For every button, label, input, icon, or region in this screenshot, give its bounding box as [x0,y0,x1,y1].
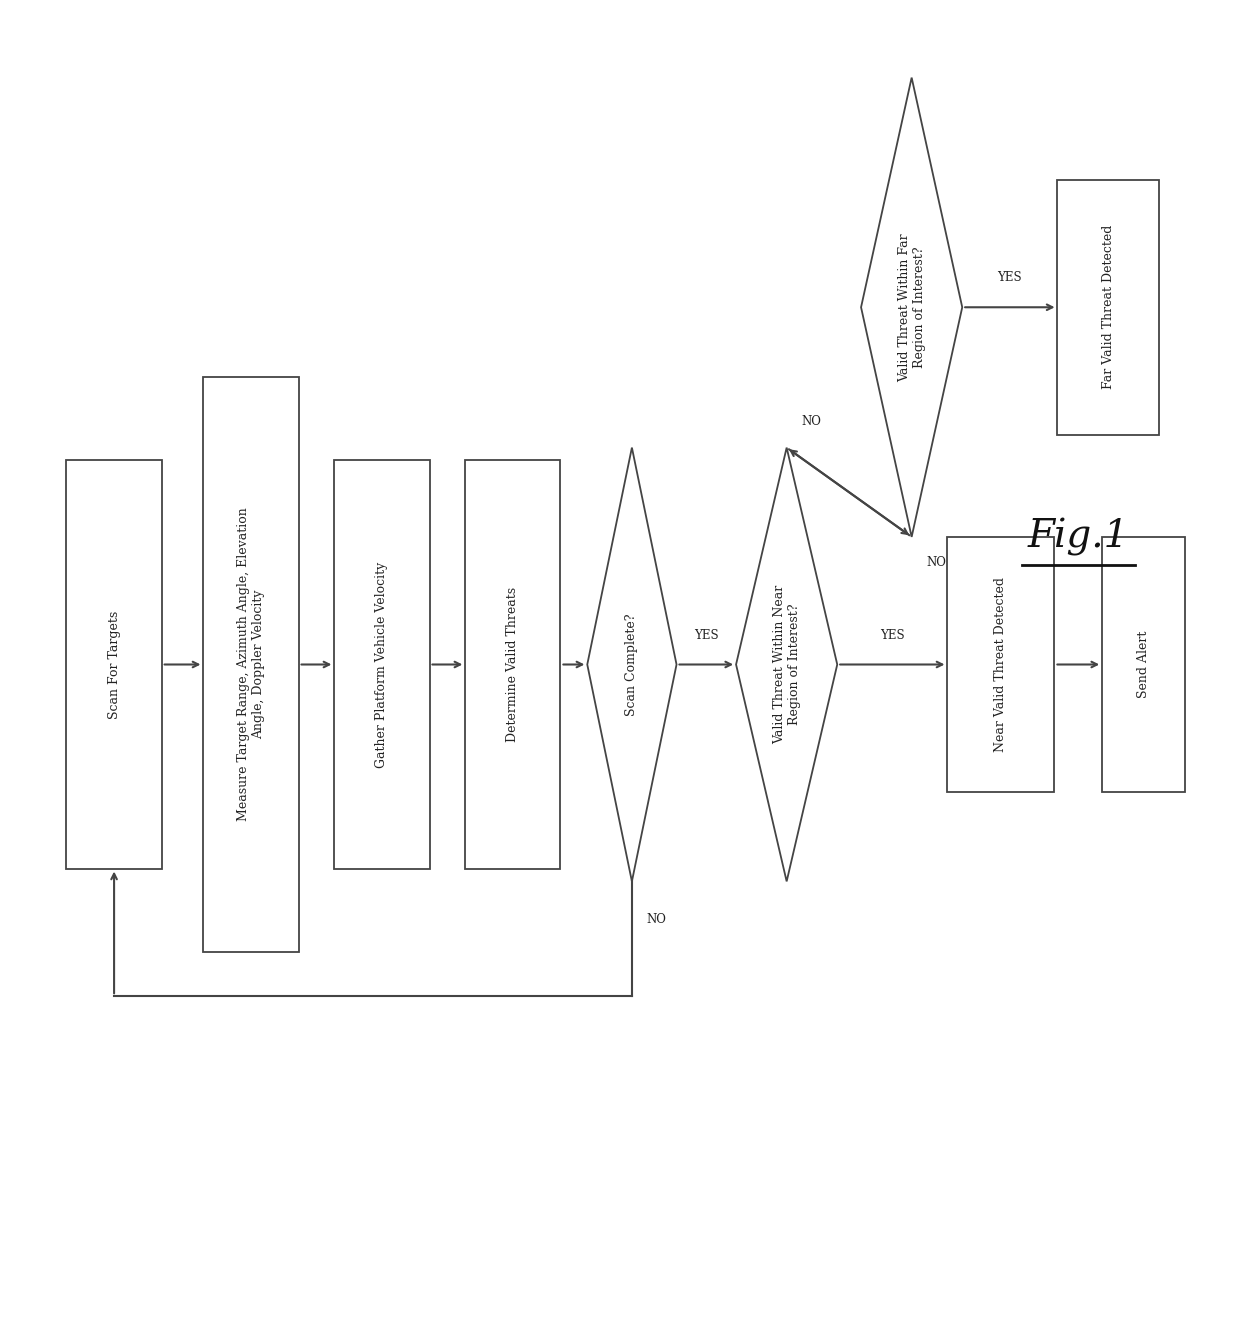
Text: Valid Threat Within Far
Region of Interest?: Valid Threat Within Far Region of Intere… [898,233,925,381]
Bar [1102,537,1185,792]
Text: NO: NO [646,913,666,926]
Text: YES: YES [880,629,905,642]
Text: Measure Target Range, Azimuth Angle, Elevation
Angle, Doppler Velocity: Measure Target Range, Azimuth Angle, Ele… [237,508,265,821]
Text: Scan Complete?: Scan Complete? [625,613,639,716]
Bar [67,460,161,869]
Text: Near Valid Threat Detected: Near Valid Threat Detected [994,577,1007,752]
Bar [465,460,560,869]
Text: Scan For Targets: Scan For Targets [108,610,120,719]
Text: NO: NO [801,416,821,428]
Text: Gather Platform Vehicle Velocity: Gather Platform Vehicle Velocity [376,561,388,768]
Polygon shape [737,448,837,881]
Text: YES: YES [694,629,719,642]
Text: Fig.1: Fig.1 [1028,518,1128,556]
Bar [1058,179,1158,435]
Polygon shape [588,448,677,881]
Text: Valid Threat Within Near
Region of Interest?: Valid Threat Within Near Region of Inter… [773,585,801,744]
Text: Far Valid Threat Detected: Far Valid Threat Detected [1101,225,1115,389]
Bar [203,377,299,952]
Text: YES: YES [997,271,1022,284]
Bar [335,460,429,869]
Text: Determine Valid Threats: Determine Valid Threats [506,587,520,742]
Text: Send Alert: Send Alert [1137,631,1151,698]
Bar [947,537,1054,792]
Polygon shape [861,77,962,537]
Text: NO: NO [926,556,946,569]
